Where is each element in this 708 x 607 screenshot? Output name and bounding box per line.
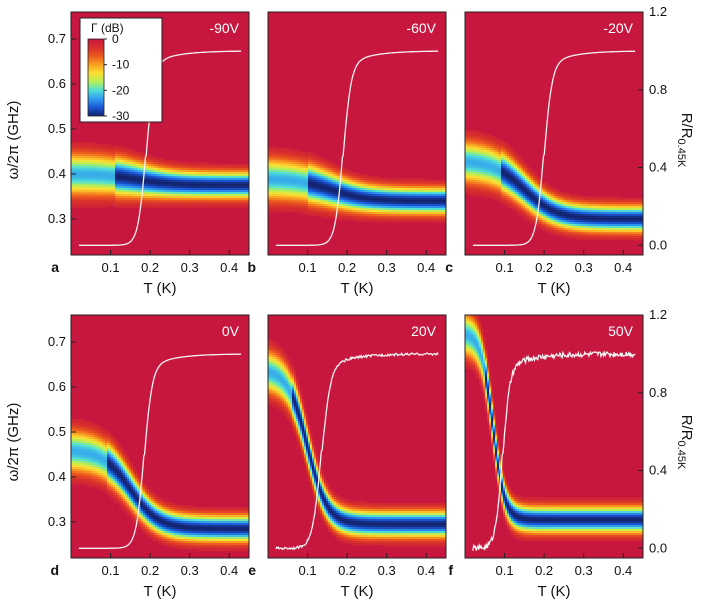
resonance-heatmap-c bbox=[465, 130, 643, 241]
panel-letter-f: f bbox=[448, 562, 453, 578]
colorbar-tick-label-1: -10 bbox=[112, 58, 130, 72]
y-tick-label-d-4: 0.7 bbox=[48, 334, 66, 349]
x-axis-label-a: T (K) bbox=[143, 280, 176, 297]
x-tick-label-f-1: 0.2 bbox=[535, 563, 553, 578]
x-axis-label-f: T (K) bbox=[537, 583, 570, 600]
x-tick-label-c-0: 0.1 bbox=[496, 260, 514, 275]
x-axis-label-c: T (K) bbox=[537, 280, 570, 297]
resistance-trace-d bbox=[78, 353, 242, 549]
x-tick-label-e-2: 0.3 bbox=[378, 563, 396, 578]
voltage-label-b: -60V bbox=[406, 20, 436, 36]
resonance-heatmap-e bbox=[268, 339, 446, 548]
plot-frame-e bbox=[267, 314, 447, 559]
panel-letter-b: b bbox=[247, 259, 256, 275]
resistance-trace-f bbox=[472, 350, 636, 551]
x-tick-label-a-1: 0.2 bbox=[141, 260, 159, 275]
x-tick-label-d-3: 0.4 bbox=[220, 563, 238, 578]
y2-tick-label-c-3: 1.2 bbox=[649, 4, 667, 19]
panels: 0.1 0.2 0.3 0.4 T (K) a 0.3 0.4 0.5 0.6 0.7 -90V Γ (… bbox=[48, 4, 667, 600]
ylabel-left-bottom: ω/2π (GHz) bbox=[5, 403, 22, 482]
x-tick-label-a-3: 0.4 bbox=[220, 260, 238, 275]
y-tick-label-a-2: 0.5 bbox=[48, 121, 66, 136]
plot-frame-b bbox=[267, 11, 447, 256]
x-tick-label-d-2: 0.3 bbox=[181, 563, 199, 578]
x-axis-label-b: T (K) bbox=[340, 280, 373, 297]
panel-d: 0.1 0.2 0.3 0.4 T (K) d 0.3 0.4 0.5 0.6 0.7 0V bbox=[48, 314, 250, 600]
x-tick-label-f-0: 0.1 bbox=[496, 563, 514, 578]
panel-letter-c: c bbox=[445, 259, 453, 275]
x-tick-label-b-3: 0.4 bbox=[417, 260, 435, 275]
x-tick-label-c-2: 0.3 bbox=[575, 260, 593, 275]
svg-text:R/R0.45K: R/R0.45K bbox=[675, 113, 695, 168]
ylabel-right-bottom: R/R0.45K bbox=[675, 415, 695, 470]
colorbar-title: Γ (dB) bbox=[91, 21, 124, 35]
x-tick-label-c-3: 0.4 bbox=[614, 260, 632, 275]
voltage-label-d: 0V bbox=[222, 323, 240, 339]
y2-tick-label-c-0: 0.0 bbox=[649, 237, 667, 252]
x-tick-label-e-1: 0.2 bbox=[338, 563, 356, 578]
x-axis-label-e: T (K) bbox=[340, 583, 373, 600]
panel-f: 0.1 0.2 0.3 0.4 T (K) f 0.0 0.4 0.8 1.2 50V bbox=[448, 307, 667, 600]
voltage-label-a: -90V bbox=[209, 20, 239, 36]
y-tick-label-d-3: 0.6 bbox=[48, 379, 66, 394]
y2-tick-label-f-3: 1.2 bbox=[649, 307, 667, 322]
panel-letter-e: e bbox=[248, 562, 256, 578]
colorbar-gradient bbox=[87, 38, 105, 117]
panel-b: 0.1 0.2 0.3 0.4 T (K) b -60V bbox=[247, 11, 447, 297]
x-tick-label-b-1: 0.2 bbox=[338, 260, 356, 275]
x-tick-label-d-0: 0.1 bbox=[102, 563, 120, 578]
y2-tick-label-c-2: 0.8 bbox=[649, 82, 667, 97]
ylabel-right-top: R/R0.45K bbox=[675, 113, 695, 168]
x-tick-label-d-1: 0.2 bbox=[141, 563, 159, 578]
plot-frame-a bbox=[70, 11, 250, 256]
y-tick-label-d-0: 0.3 bbox=[48, 514, 66, 529]
x-tick-label-c-1: 0.2 bbox=[535, 260, 553, 275]
resonance-heatmap-a bbox=[71, 142, 249, 209]
y-tick-label-d-2: 0.5 bbox=[48, 424, 66, 439]
resistance-trace-e bbox=[275, 351, 439, 551]
x-axis-label-d: T (K) bbox=[143, 583, 176, 600]
y2-tick-label-f-0: 0.0 bbox=[649, 540, 667, 555]
x-tick-label-f-3: 0.4 bbox=[614, 563, 632, 578]
resistance-trace-b bbox=[275, 50, 439, 246]
colorbar-tick-label-3: -30 bbox=[112, 109, 130, 123]
voltage-label-e: 20V bbox=[411, 323, 437, 339]
x-tick-label-b-0: 0.1 bbox=[299, 260, 317, 275]
voltage-label-f: 50V bbox=[608, 323, 634, 339]
x-tick-label-e-3: 0.4 bbox=[417, 563, 435, 578]
y-tick-label-a-4: 0.7 bbox=[48, 31, 66, 46]
panel-e: 0.1 0.2 0.3 0.4 T (K) e 20V bbox=[248, 314, 447, 600]
x-tick-label-a-2: 0.3 bbox=[181, 260, 199, 275]
colorbar: Γ (dB)0 -10 -20 -30 bbox=[79, 17, 163, 123]
y2-tick-label-f-2: 0.8 bbox=[649, 385, 667, 400]
y-tick-label-a-3: 0.6 bbox=[48, 76, 66, 91]
ylabel-left-top: ω/2π (GHz) bbox=[5, 101, 22, 180]
y-tick-label-a-0: 0.3 bbox=[48, 211, 66, 226]
x-tick-label-f-2: 0.3 bbox=[575, 563, 593, 578]
y-tick-label-a-1: 0.4 bbox=[48, 166, 66, 181]
colorbar-tick-label-0: 0 bbox=[112, 32, 119, 46]
x-tick-label-b-2: 0.3 bbox=[378, 260, 396, 275]
x-tick-label-e-0: 0.1 bbox=[299, 563, 317, 578]
y2-tick-label-f-1: 0.4 bbox=[649, 463, 667, 478]
plot-frame-f bbox=[464, 314, 644, 559]
panel-letter-a: a bbox=[51, 259, 59, 275]
y-tick-label-d-1: 0.4 bbox=[48, 469, 66, 484]
plot-frame-c bbox=[464, 11, 644, 256]
panel-letter-d: d bbox=[50, 562, 59, 578]
voltage-label-c: -20V bbox=[603, 20, 633, 36]
plot-frame-d bbox=[70, 314, 250, 559]
panel-a: 0.1 0.2 0.3 0.4 T (K) a 0.3 0.4 0.5 0.6 0.7 -90V Γ (… bbox=[48, 11, 250, 297]
x-tick-label-a-0: 0.1 bbox=[102, 260, 120, 275]
resistance-trace-c bbox=[472, 50, 636, 246]
resonance-heatmap-d bbox=[71, 419, 249, 552]
svg-text:R/R0.45K: R/R0.45K bbox=[675, 415, 695, 470]
y2-tick-label-c-1: 0.4 bbox=[649, 160, 667, 175]
panel-c: 0.1 0.2 0.3 0.4 T (K) c 0.0 0.4 0.8 1.2 -20V bbox=[445, 4, 667, 297]
colorbar-tick-label-2: -20 bbox=[112, 83, 130, 97]
